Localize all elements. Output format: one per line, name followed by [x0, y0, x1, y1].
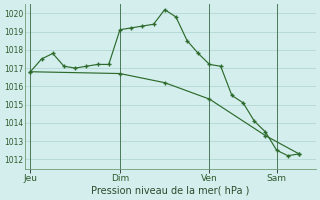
X-axis label: Pression niveau de la mer( hPa ): Pression niveau de la mer( hPa ): [91, 186, 250, 196]
